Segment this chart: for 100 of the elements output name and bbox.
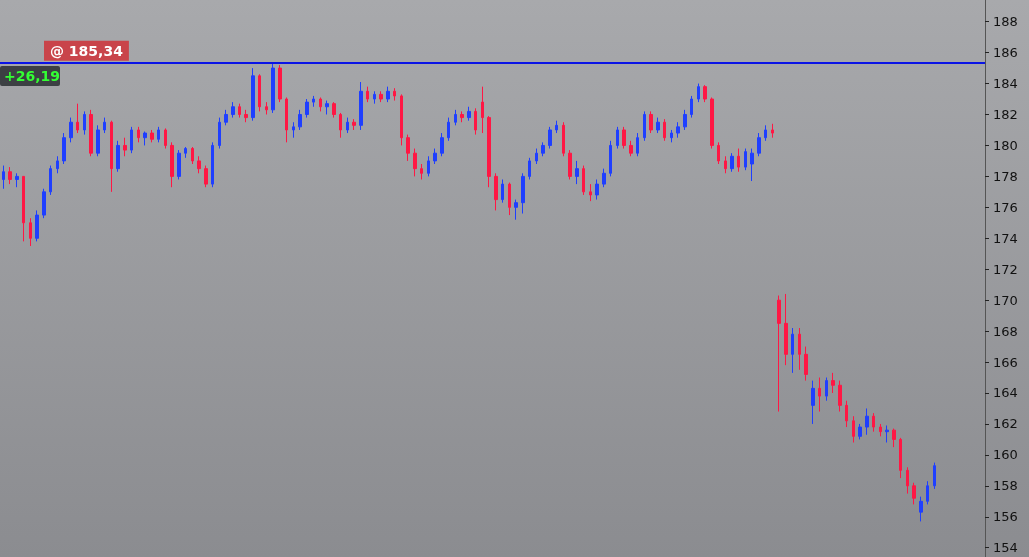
candlestick	[22, 175, 25, 242]
candlestick	[838, 380, 842, 413]
candlestick	[771, 123, 774, 139]
y-tick-label: 170	[993, 292, 1018, 308]
annotation: +26,19	[4, 68, 61, 84]
candlestick	[454, 109, 457, 126]
candlestick	[643, 110, 646, 142]
candlestick	[83, 110, 86, 136]
candlestick	[589, 183, 592, 202]
y-tick-label: 180	[993, 137, 1018, 153]
candlestick	[885, 424, 889, 444]
candlestick	[49, 165, 52, 196]
candlestick	[386, 86, 390, 103]
candlestick	[575, 160, 579, 185]
candlestick	[791, 327, 794, 374]
candlestick	[373, 90, 376, 105]
candlestick	[737, 148, 740, 173]
y-tick-label: 156	[993, 509, 1018, 525]
candlestick	[858, 423, 862, 440]
candlestick	[562, 121, 565, 157]
y-tick-label: 160	[993, 447, 1018, 463]
candlestick	[366, 86, 369, 103]
y-tick-label: 166	[993, 354, 1018, 370]
candlestick	[116, 140, 120, 173]
candlestick	[271, 62, 275, 114]
candlestick	[346, 117, 349, 134]
candlestick	[825, 377, 828, 402]
candlestick	[919, 496, 923, 522]
candlestick	[96, 124, 100, 157]
candlestick	[76, 103, 79, 134]
candlestick	[420, 163, 423, 180]
candlestick	[899, 437, 902, 479]
candlestick	[892, 428, 896, 448]
y-tick-label: 188	[993, 14, 1018, 30]
candlestick	[110, 120, 113, 193]
candlestick	[89, 109, 93, 157]
candlestick	[730, 152, 734, 173]
candlestick	[649, 110, 653, 134]
candlestick	[460, 110, 464, 123]
y-tick-label: 184	[993, 76, 1018, 92]
candlestick	[528, 157, 531, 180]
candlestick	[393, 87, 396, 102]
candlestick	[2, 165, 5, 190]
candlestick	[906, 466, 909, 495]
candlestick	[265, 101, 268, 115]
candlestick	[42, 188, 46, 219]
candlestick	[278, 64, 282, 103]
candlestick	[258, 73, 261, 112]
candlestick	[777, 295, 781, 413]
candlestick	[933, 462, 936, 490]
candlestick	[595, 178, 599, 201]
candlestick	[487, 115, 491, 188]
candlestick	[339, 112, 342, 139]
candlestick	[798, 327, 801, 371]
candlestick	[332, 101, 336, 119]
candlestick	[697, 83, 700, 103]
candlestick	[447, 117, 450, 142]
candlestick	[514, 199, 518, 221]
candlestick	[150, 129, 154, 143]
candlestick	[568, 149, 572, 180]
candlestick	[717, 141, 720, 165]
candlestick	[177, 149, 181, 180]
candlestick	[872, 412, 875, 433]
candlestick	[312, 95, 315, 108]
candlestick	[191, 146, 194, 165]
candlestick	[541, 141, 545, 157]
candlestick	[710, 96, 714, 150]
candlestick	[130, 126, 133, 154]
candlestick	[69, 117, 73, 143]
candlestick	[224, 109, 228, 126]
candlestick	[879, 423, 882, 437]
y-tick-label: 174	[993, 230, 1018, 246]
candlestick	[865, 407, 869, 436]
ref-line-label: @ 185,34	[50, 42, 124, 59]
candlestick	[757, 132, 761, 157]
y-tick-label: 178	[993, 168, 1018, 184]
candlestick	[137, 126, 140, 143]
candlestick	[804, 346, 808, 382]
candlestick	[238, 103, 241, 119]
candlestick	[690, 95, 693, 119]
candlestick	[440, 132, 444, 157]
candlestick	[521, 172, 525, 215]
candlestick	[298, 109, 302, 131]
y-tick-label: 158	[993, 478, 1018, 494]
candlestick	[926, 480, 929, 505]
candlestick	[433, 148, 437, 165]
candlestick	[622, 126, 626, 150]
candlestick	[164, 127, 167, 150]
candlestick	[609, 140, 612, 177]
candlestick	[292, 121, 295, 139]
candlestick	[29, 217, 32, 247]
candlestick	[103, 117, 106, 134]
candlestick	[400, 93, 403, 146]
candlestick	[184, 146, 187, 159]
candlestick	[62, 132, 66, 165]
y-tick-label: 168	[993, 323, 1018, 339]
candlestick	[251, 67, 255, 122]
candlestick	[750, 148, 754, 182]
candlestick	[427, 155, 430, 177]
candlestick	[582, 165, 585, 196]
